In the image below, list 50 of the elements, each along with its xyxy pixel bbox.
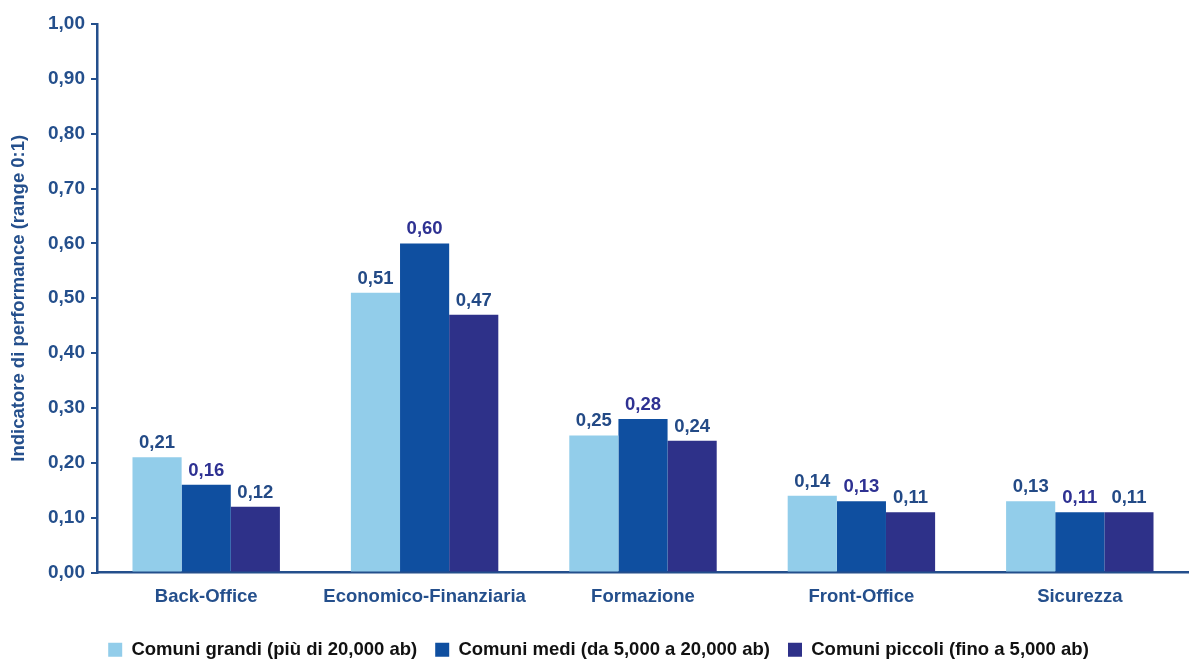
data-label: 0,11 bbox=[1062, 486, 1098, 508]
y-tick-label: 0,10 bbox=[48, 505, 85, 527]
bar bbox=[449, 314, 499, 572]
x-tick-label: Sicurezza bbox=[1037, 584, 1124, 606]
legend-label: Comuni medi (da 5,000 a 20,000 ab) bbox=[458, 637, 771, 659]
bar bbox=[836, 501, 886, 572]
data-label: 0,14 bbox=[794, 469, 831, 491]
bar bbox=[400, 243, 450, 572]
data-label: 0,51 bbox=[357, 266, 394, 288]
y-tick-label: 1,00 bbox=[48, 12, 85, 34]
data-label: 0,21 bbox=[139, 431, 176, 453]
data-label: 0,11 bbox=[1111, 486, 1147, 508]
bar bbox=[1055, 512, 1105, 572]
y-tick-label: 0,40 bbox=[48, 341, 85, 363]
y-tick-label: 0,60 bbox=[48, 231, 85, 253]
bar bbox=[569, 435, 619, 572]
bar bbox=[618, 418, 668, 572]
y-tick-label: 0,30 bbox=[48, 396, 85, 418]
data-label: 0,11 bbox=[893, 486, 929, 508]
bar bbox=[885, 512, 936, 572]
y-tick-label: 0,20 bbox=[48, 451, 85, 473]
bar bbox=[181, 484, 231, 572]
data-label: 0,28 bbox=[624, 392, 662, 414]
bar bbox=[132, 457, 182, 572]
data-label: 0,25 bbox=[575, 409, 612, 431]
y-tick-label: 0,00 bbox=[48, 560, 85, 582]
data-label: 0,47 bbox=[455, 288, 492, 310]
bar bbox=[230, 506, 280, 572]
x-tick-label: Economico-Finanziaria bbox=[323, 584, 527, 606]
y-tick-label: 0,80 bbox=[48, 121, 85, 143]
x-tick-label: Back-Office bbox=[154, 584, 258, 606]
y-tick-label: 0,90 bbox=[48, 67, 85, 89]
y-tick-label: 0,50 bbox=[48, 286, 85, 308]
y-tick-label: 0,70 bbox=[48, 176, 85, 198]
legend-label: Comuni grandi (più di 20,000 ab) bbox=[131, 637, 418, 659]
x-tick-label: Front-Office bbox=[808, 584, 915, 606]
data-label: 0,60 bbox=[406, 217, 443, 239]
x-tick-label: Formazione bbox=[591, 584, 695, 606]
legend-label: Comuni piccoli (fino a 5,000 ab) bbox=[811, 637, 1089, 659]
y-axis-title: Indicatore di performance (range 0:1) bbox=[7, 134, 29, 462]
data-label: 0,13 bbox=[843, 475, 880, 497]
bar bbox=[350, 292, 401, 572]
data-label: 0,24 bbox=[674, 414, 711, 436]
data-label: 0,13 bbox=[1012, 475, 1049, 497]
bar bbox=[1104, 512, 1154, 572]
data-label: 0,12 bbox=[237, 480, 274, 502]
bar bbox=[787, 495, 837, 572]
data-label: 0,16 bbox=[188, 458, 225, 480]
bar bbox=[667, 440, 717, 572]
bar bbox=[1006, 501, 1056, 572]
